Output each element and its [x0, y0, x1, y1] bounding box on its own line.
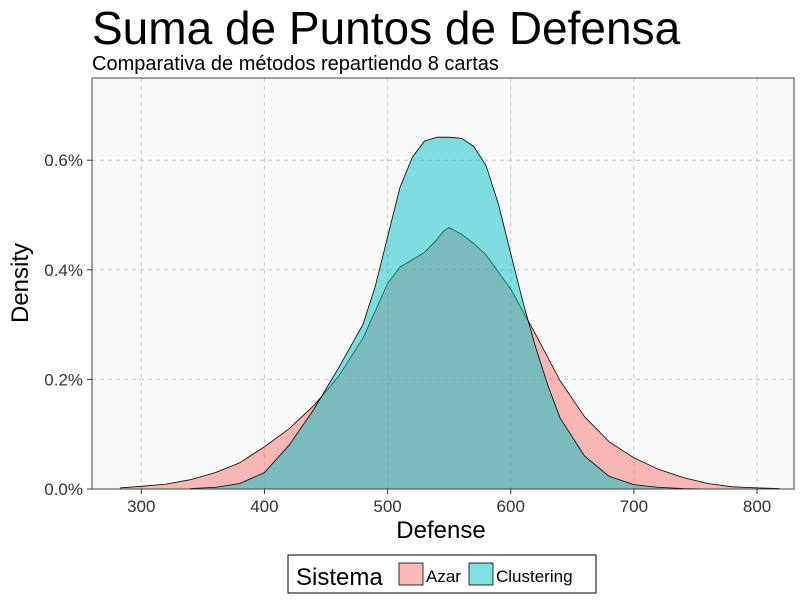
x-tick-label: 300	[127, 497, 155, 516]
y-tick-label: 0.4%	[44, 261, 83, 280]
x-tick-label: 800	[743, 497, 771, 516]
legend-key-clustering	[468, 562, 494, 586]
x-tick-label: 600	[497, 497, 525, 516]
chart-subtitle: Comparativa de métodos repartiendo 8 car…	[92, 53, 499, 75]
y-tick-label: 0.0%	[44, 480, 83, 499]
legend-key-azar	[398, 562, 424, 586]
legend-label-azar: Azar	[426, 567, 461, 586]
density-area-clustering	[190, 136, 709, 490]
x-tick-label: 700	[620, 497, 648, 516]
legend-label-clustering: Clustering	[496, 567, 573, 586]
legend-title: Sistema	[296, 564, 383, 591]
legend: Sistema Azar Clustering	[287, 554, 597, 594]
density-areas	[119, 136, 780, 490]
x-tick-label: 500	[373, 497, 401, 516]
y-tick-label: 0.6%	[44, 151, 83, 170]
legend-box	[287, 554, 597, 594]
chart-title: Suma de Puntos de Defensa	[92, 2, 681, 54]
y-axis-title: Density	[7, 243, 34, 323]
y-tick-label: 0.2%	[44, 370, 83, 389]
x-tick-label: 400	[250, 497, 278, 516]
plot-panel-border	[91, 77, 795, 490]
axes: 300 400 500 600 700 800 0.0% 0.2% 0.4% 0.6%	[44, 151, 771, 516]
legend-items: Azar Clustering	[398, 562, 573, 586]
x-axis-title: Defense	[396, 517, 485, 544]
